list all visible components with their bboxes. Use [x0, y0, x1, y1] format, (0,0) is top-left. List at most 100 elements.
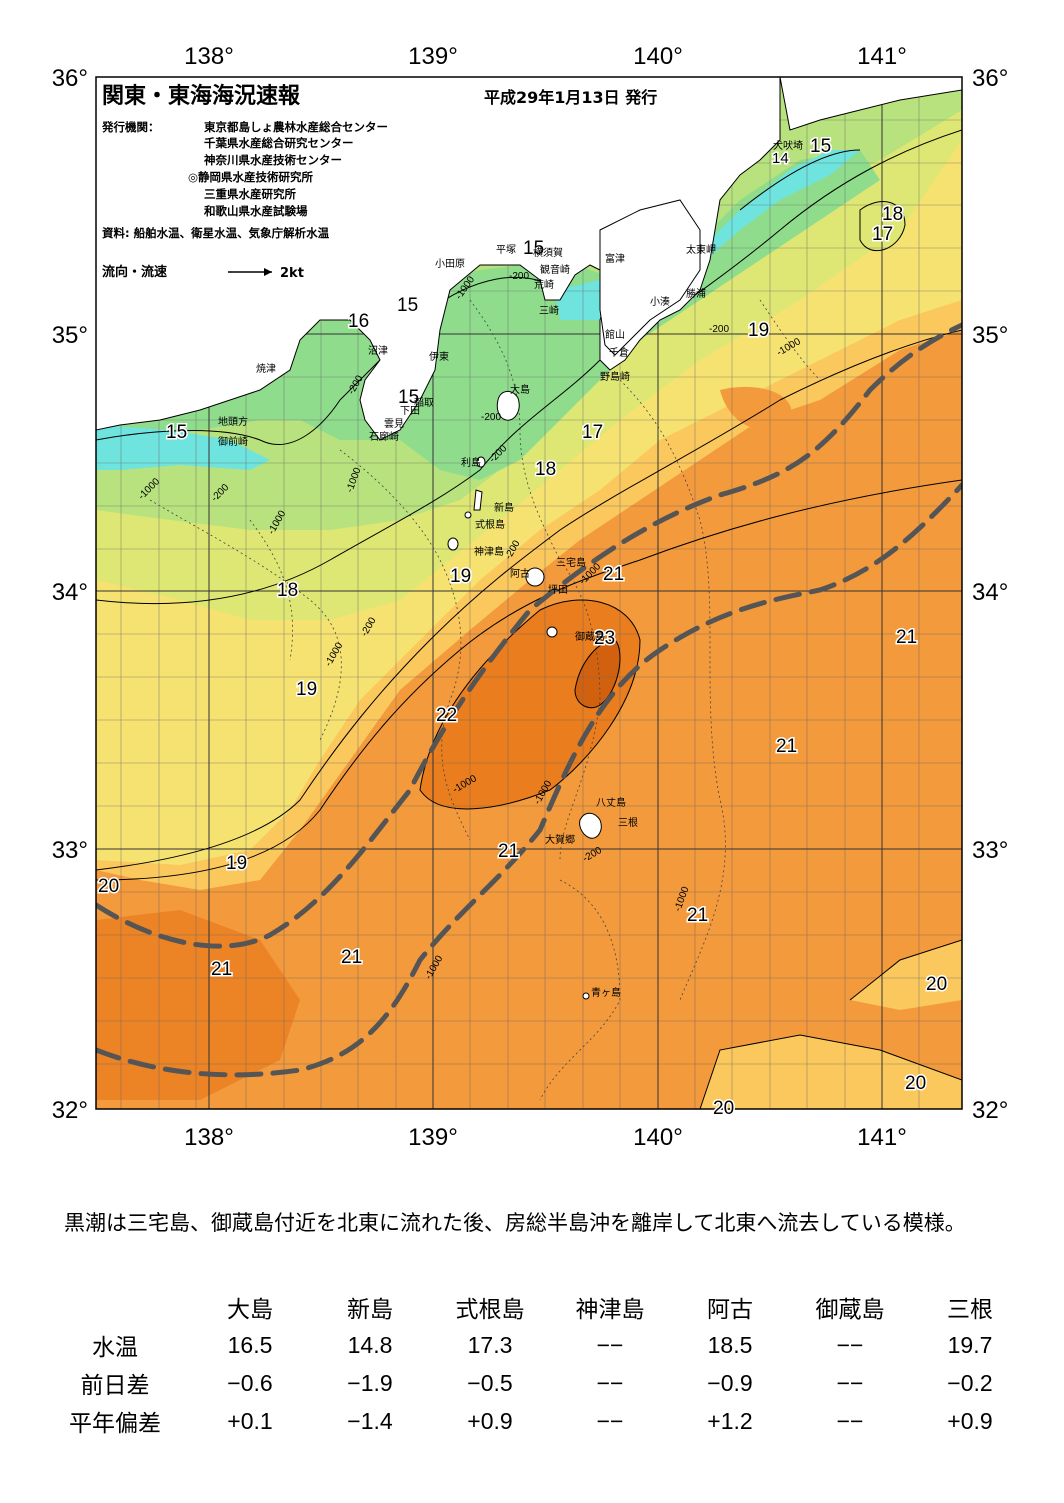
- isotherm-label: 18: [277, 580, 298, 601]
- isotherm-label: 21: [498, 841, 519, 862]
- place-label: 太東岬: [686, 243, 716, 256]
- table-cell: 14.8: [347, 1331, 393, 1358]
- place-label: 利島: [461, 456, 481, 469]
- lat-left-34: 34°: [52, 579, 88, 606]
- sst-band-15-west: [96, 425, 270, 470]
- map-header: 関東・東海海況速報 平成29年1月13日 発行 発行機関： 東京都島しょ農林水産…: [101, 83, 657, 281]
- place-label: 阿古: [510, 567, 530, 580]
- agency-4: ◎静岡県水産技術研究所: [188, 170, 314, 184]
- sst-band-23: [575, 640, 620, 708]
- sst-band-22-west: [96, 910, 300, 1100]
- lat-left-36: 36°: [52, 65, 88, 92]
- island-shikinejima: [464, 511, 472, 519]
- place-label: 勝浦: [686, 287, 706, 300]
- island-aogashima: [582, 992, 590, 1000]
- place-label: 新島: [494, 501, 514, 514]
- place-label: 小湊: [650, 295, 670, 308]
- column-header: 阿古: [707, 1297, 753, 1323]
- table-row: 水温 16.5 14.8 17.3 −− 18.5 −− 19.7: [40, 1326, 1030, 1364]
- sst-band-22: [420, 600, 640, 809]
- place-label: 青ヶ島: [591, 986, 621, 999]
- column-header: 神津島: [575, 1297, 645, 1323]
- current-legend-arrowhead: [264, 268, 272, 276]
- depth-label: -200: [481, 412, 501, 423]
- place-label: 三崎: [539, 304, 559, 317]
- table-cell: −−: [836, 1369, 864, 1396]
- isotherm-label: 21: [896, 627, 917, 648]
- agency-2: 千葉県水産総合研究センター: [204, 136, 354, 150]
- column-header: 大島: [227, 1297, 273, 1323]
- agency-label: 発行機関：: [101, 120, 160, 134]
- table-cell: −−: [596, 1369, 624, 1396]
- current-legend-label: 流向・流速: [102, 264, 167, 280]
- table-cell: −0.5: [467, 1369, 513, 1396]
- kuroshio-axis: [96, 322, 962, 1078]
- table-cell: −−: [596, 1407, 624, 1434]
- island-niijima: [473, 489, 483, 511]
- isotherm-label: 19: [450, 566, 471, 587]
- isotherm-label: 15: [397, 295, 418, 316]
- place-label: 伊東: [429, 350, 449, 363]
- place-label: 観音崎: [540, 263, 570, 276]
- agency-6: 和歌山県水産試験場: [204, 204, 308, 218]
- kuroshio-axis-north: [96, 322, 962, 949]
- table-cell: −1.4: [347, 1407, 393, 1434]
- table-cell: +0.9: [467, 1407, 513, 1434]
- isotherm-label: 15: [523, 238, 544, 259]
- table-row: 前日差 −0.6 −1.9 −0.5 −− −0.9 −− −0.2: [40, 1364, 1030, 1402]
- lat-left-32: 32°: [52, 1097, 88, 1124]
- place-label: 稲取: [414, 397, 434, 409]
- table-cell: 19.7: [947, 1331, 993, 1358]
- land-north-east: [779, 77, 962, 131]
- lat-right-33: 33°: [972, 837, 1008, 864]
- lon-bottom-139: 139°: [408, 1124, 458, 1151]
- place-label: 神津島: [474, 545, 504, 558]
- depth-label: -200: [509, 271, 529, 282]
- depth-label: -200: [709, 324, 729, 335]
- lon-bottom-141: 141°: [857, 1124, 907, 1151]
- sst-band-20-southeast: [700, 1035, 962, 1109]
- table-cell: −0.9: [707, 1369, 753, 1396]
- column-header: 三根: [947, 1297, 993, 1323]
- table-cell: 18.5: [707, 1331, 753, 1358]
- lat-right-32: 32°: [972, 1097, 1008, 1124]
- island-miyakejima: [525, 567, 545, 587]
- place-label: 三宅島: [556, 556, 586, 569]
- table-cell: −−: [836, 1407, 864, 1434]
- isotherm-label: 17: [872, 224, 893, 245]
- axis-labels: 138° 139° 140° 141° 138° 139° 140° 141° …: [52, 43, 1009, 1151]
- place-label: 館山: [605, 328, 625, 341]
- issue-date: 平成29年1月13日 発行: [484, 88, 657, 107]
- kuroshio-axis-south: [96, 482, 962, 1078]
- column-header: 新島: [347, 1297, 393, 1323]
- isotherm-label: 14: [772, 150, 789, 167]
- row-header: 前日差: [80, 1373, 150, 1399]
- place-label: 大賀郷: [545, 833, 575, 846]
- land-boso: [599, 199, 701, 356]
- isotherm-label: 22: [436, 705, 457, 726]
- island-toshima: [476, 456, 486, 468]
- isotherm-label: 20: [713, 1098, 734, 1119]
- table-row: 平年偏差 +0.1 −1.4 +0.9 −− +1.2 −− +0.9: [40, 1402, 1030, 1440]
- isotherm-labels: 15 14 15 16 15 15 15 15 16 17 18 17 18 1…: [97, 135, 949, 1121]
- island-oshima: [496, 391, 520, 421]
- isotherm-label: 19: [748, 320, 769, 341]
- summary-text: 黒潮は三宅島、御蔵島付近を北東に流れた後、房総半島沖を離岸して北東へ流去している…: [64, 1211, 966, 1235]
- table-cell: −1.9: [347, 1369, 393, 1396]
- place-label: 御蔵島: [575, 630, 605, 643]
- place-label: 荒崎: [534, 278, 554, 291]
- island-temperature-table: 大島 新島 式根島 神津島 阿古 御蔵島 三根 水温 16.5 14.8 17.…: [40, 1288, 1030, 1440]
- isotherm-label: 17: [582, 422, 603, 443]
- map-title: 関東・東海海況速報: [102, 83, 301, 109]
- isotherm-label: 18: [882, 204, 903, 225]
- table-header-row: 大島 新島 式根島 神津島 阿古 御蔵島 三根: [40, 1288, 1030, 1326]
- place-label: 坪田: [548, 583, 568, 596]
- current-legend-speed: 2kt: [280, 266, 304, 281]
- table-cell: 16.5: [227, 1331, 273, 1358]
- lon-top-139: 139°: [408, 43, 458, 70]
- data-source: 資料: 船舶水温、衛星水温、気象庁解析水温: [102, 226, 330, 240]
- place-label: 三根: [618, 816, 638, 829]
- isotherm-label: 16: [348, 311, 369, 332]
- lon-bottom-140: 140°: [633, 1124, 683, 1151]
- place-label: 犬吠埼: [773, 139, 803, 152]
